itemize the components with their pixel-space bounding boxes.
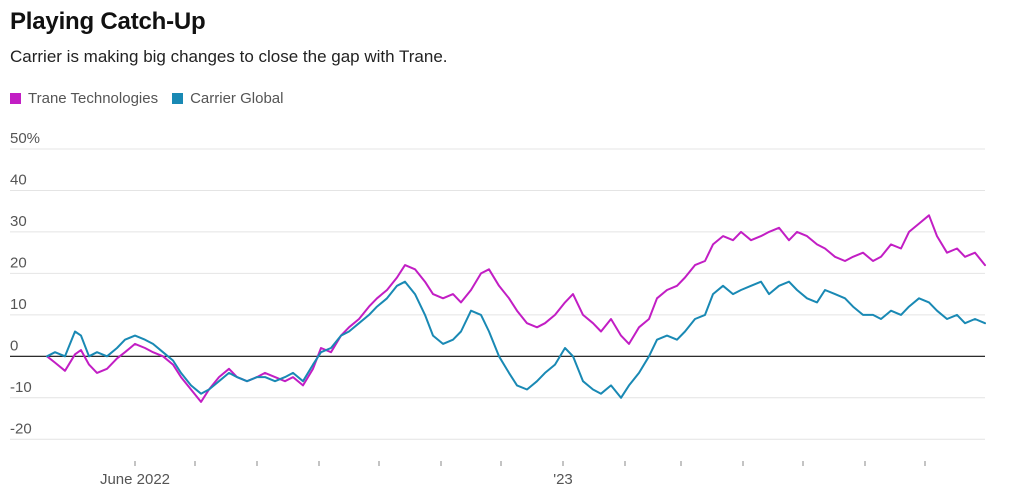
y-tick-label: -20 bbox=[10, 420, 32, 437]
legend-item-trane: Trane Technologies bbox=[10, 90, 158, 107]
y-tick-label: 40 bbox=[10, 171, 27, 188]
legend-item-carrier: Carrier Global bbox=[172, 90, 283, 107]
carrier-global-line bbox=[46, 280, 986, 399]
y-tick-label: 0 bbox=[10, 337, 18, 354]
x-tick-label: '23 bbox=[553, 471, 573, 488]
legend: Trane Technologies Carrier Global bbox=[10, 90, 297, 107]
trane-technologies-line bbox=[46, 214, 986, 403]
legend-label-carrier: Carrier Global bbox=[190, 90, 284, 107]
chart-title: Playing Catch-Up bbox=[10, 8, 206, 35]
legend-swatch-carrier bbox=[172, 93, 184, 104]
y-tick-label: 20 bbox=[10, 254, 27, 271]
x-tick-label: June 2022 bbox=[100, 471, 170, 488]
y-tick-label: -10 bbox=[10, 379, 32, 396]
y-tick-label: 10 bbox=[10, 296, 27, 313]
y-tick-label: 30 bbox=[10, 213, 27, 230]
legend-label-trane: Trane Technologies bbox=[28, 90, 159, 107]
legend-swatch-trane bbox=[10, 93, 21, 104]
chart-subtitle: Carrier is making big changes to close t… bbox=[10, 47, 448, 66]
y-tick-label: 50% bbox=[10, 130, 40, 147]
